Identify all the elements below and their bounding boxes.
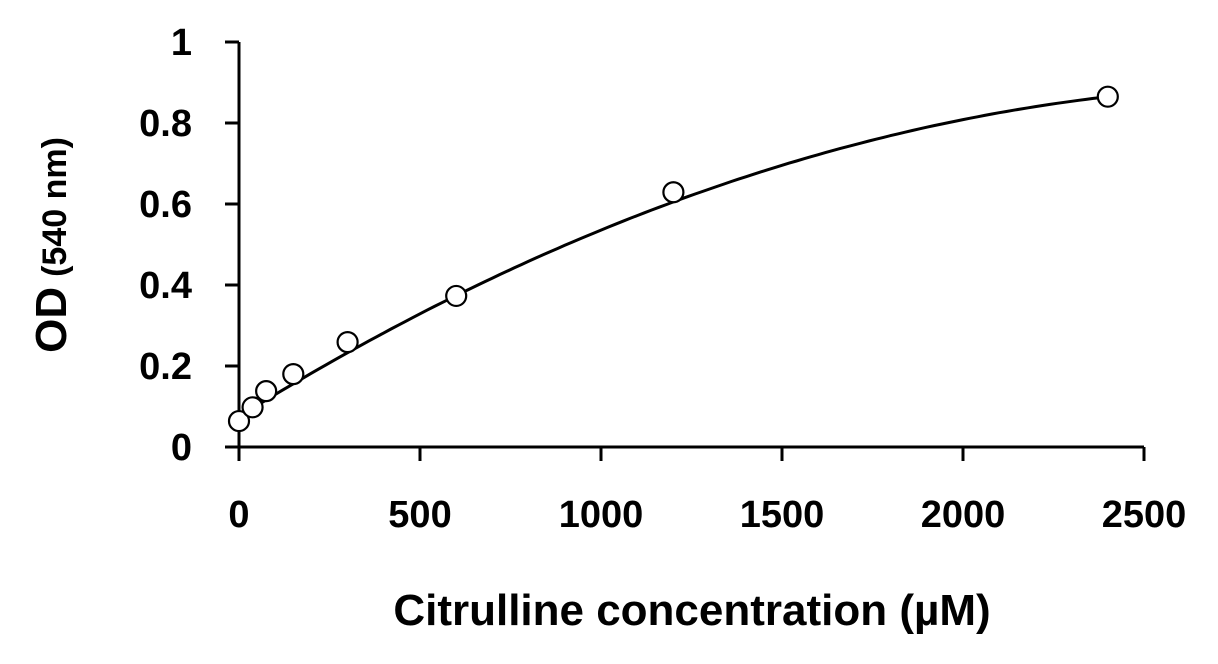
y-axis-title: OD (540 nm) xyxy=(27,137,76,353)
y-tick-label: 0.2 xyxy=(139,346,192,388)
y-axis-title-main: OD xyxy=(27,287,76,353)
x-tick-label: 1000 xyxy=(559,494,644,536)
data-point xyxy=(662,181,685,204)
y-ticks: 0 0.2 0.4 0.6 0.8 1 xyxy=(139,22,239,469)
data-point xyxy=(445,284,468,308)
data-point xyxy=(241,396,264,419)
trendline-curve xyxy=(238,95,1108,418)
y-tick-label: 1 xyxy=(171,22,192,64)
data-point xyxy=(336,331,359,354)
data-point xyxy=(227,409,251,433)
x-tick-label: 1500 xyxy=(740,494,825,536)
x-tick-label: 500 xyxy=(388,494,451,536)
y-tick-label: 0.8 xyxy=(139,103,192,145)
y-tick-label: 0.6 xyxy=(139,184,192,226)
y-axis-title-unit: (540 nm) xyxy=(36,137,74,277)
data-points xyxy=(227,85,1119,433)
data-point xyxy=(282,363,305,386)
x-tick-label: 0 xyxy=(228,494,249,536)
x-ticks: 0 500 1000 1500 2000 2500 xyxy=(228,447,1186,536)
y-tick-label: 0 xyxy=(171,427,192,469)
data-point xyxy=(255,380,278,403)
y-tick-label: 0.4 xyxy=(139,265,192,307)
x-tick-label: 2000 xyxy=(921,494,1006,536)
plot-area: 0 0.2 0.4 0.6 0.8 1 0 500 1000 1500 2000 2500 xyxy=(139,22,1186,536)
x-axis-title: Citrulline concentration (µM) xyxy=(393,586,990,635)
x-tick-label: 2500 xyxy=(1102,494,1187,536)
data-point xyxy=(1096,85,1119,108)
